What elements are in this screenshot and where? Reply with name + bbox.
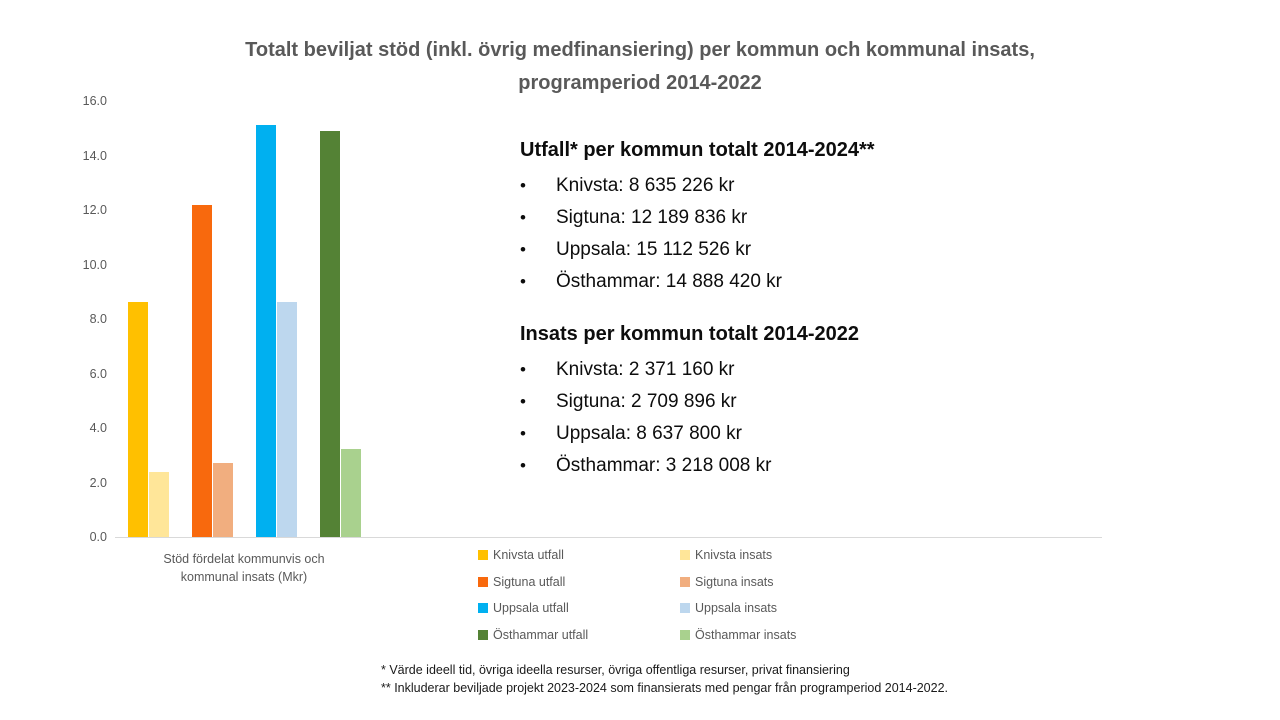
bullet-icon: • (520, 360, 526, 379)
list-item-text: Knivsta: 8 635 226 kr (556, 175, 735, 196)
x-axis-label: Stöd fördelat kommunvis och kommunal ins… (113, 550, 375, 586)
legend-label: Östhammar insats (695, 627, 797, 642)
insats-heading: Insats per kommun totalt 2014-2022 (520, 323, 860, 345)
legend-label: Knivsta insats (695, 548, 773, 562)
insats-list: • Knivsta: 2 371 160 kr • Sigtuna: 2 709 89… (520, 354, 1020, 482)
chart-title: Totalt beviljat stöd (inkl. övrig medfin… (0, 34, 1280, 100)
bullet-icon: • (520, 208, 526, 227)
y-tick-label-16-0: 16.0 (82, 94, 107, 108)
legend-item-osthammar-utfall: Östhammar utfall (478, 628, 588, 642)
legend-item-knivsta-insats: Knivsta insats (680, 548, 772, 562)
legend-label: Uppsala insats (695, 601, 777, 616)
legend-swatch-icon (478, 629, 488, 640)
legend-item-uppsala-utfall: Uppsala utfall (478, 601, 569, 615)
bullet-icon: • (520, 392, 526, 411)
list-item: • Knivsta: 2 371 160 kr (520, 354, 1020, 386)
list-item-text: Knivsta: 2 371 160 kr (556, 359, 735, 380)
list-item-text: Uppsala: 15 112 526 kr (556, 239, 752, 260)
list-item: • Sigtuna: 12 189 836 kr (520, 202, 1020, 234)
x-axis-line (115, 537, 1102, 538)
insats-panel: Insats per kommun totalt 2014-2022 • Kniv… (520, 321, 1020, 482)
bar-osthammar-utfall (320, 131, 340, 537)
footnotes: * Värde ideell tid, övriga ideella resur… (381, 662, 1101, 697)
x-axis-label-line1: Stöd fördelat kommunvis och (163, 552, 325, 566)
chart-title-line2: programperiod 2014-2022 (518, 72, 762, 94)
bar-uppsala-utfall (256, 125, 276, 537)
list-item: • Uppsala: 15 112 526 kr (520, 234, 1020, 266)
bullet-icon: • (520, 176, 526, 195)
bar-knivsta-utfall (128, 301, 148, 537)
legend-swatch-icon (478, 576, 488, 587)
y-tick-label-8-0: 8.0 (89, 312, 107, 326)
bullet-icon: • (520, 456, 526, 475)
legend-swatch-icon (680, 603, 690, 614)
footnote-1: * Värde ideell tid, övriga ideella resur… (381, 663, 850, 677)
footnote-2: ** Inkluderar beviljade projekt 2023-202… (381, 680, 949, 695)
legend-label: Sigtuna insats (695, 574, 774, 589)
bar-sigtuna-utfall (192, 204, 212, 537)
list-item-text: Sigtuna: 2 709 896 kr (556, 391, 737, 412)
legend-item-sigtuna-insats: Sigtuna insats (680, 575, 774, 589)
legend-item-osthammar-insats: Östhammar insats (680, 628, 796, 642)
legend-swatch-icon (680, 629, 690, 640)
legend-item-sigtuna-utfall: Sigtuna utfall (478, 575, 565, 589)
legend-swatch-icon (478, 603, 488, 614)
x-axis-label-line2: kommunal insats (Mkr) (180, 570, 308, 584)
utfall-heading: Utfall* per kommun totalt 2014-2024** (520, 139, 875, 161)
list-item: • Knivsta: 8 635 226 kr (520, 170, 1020, 202)
legend-swatch-icon (680, 550, 690, 560)
list-item-text: Östhammar: 14 888 420 kr (556, 271, 782, 292)
legend-swatch-icon (478, 550, 488, 560)
list-item-text: Östhammar: 3 218 008 kr (556, 455, 772, 476)
bar-knivsta-insats (149, 472, 169, 537)
legend-label: Uppsala utfall (493, 601, 569, 616)
legend-item-uppsala-insats: Uppsala insats (680, 601, 777, 615)
y-tick-label-2-0: 2.0 (89, 475, 107, 490)
y-tick-label-10-0: 10.0 (82, 257, 107, 272)
list-item: • Östhammar: 14 888 420 kr (520, 266, 1020, 298)
utfall-list: • Knivsta: 8 635 226 kr • Sigtuna: 12 189 8… (520, 170, 1020, 298)
list-item: • Sigtuna: 2 709 896 kr (520, 386, 1020, 418)
bar-sigtuna-insats (213, 463, 233, 537)
bar-uppsala-insats (277, 301, 297, 537)
legend-label: Sigtuna utfall (493, 574, 566, 589)
y-tick-label-0-0: 0.0 (89, 530, 107, 544)
legend-item-knivsta-utfall: Knivsta utfall (478, 548, 564, 562)
bar-osthammar-insats (341, 449, 361, 537)
legend-label: Knivsta utfall (493, 548, 564, 562)
y-tick-label-4-0: 4.0 (89, 421, 107, 435)
y-tick-label-14-0: 14.0 (82, 148, 107, 163)
chart-title-line1: Totalt beviljat stöd (inkl. övrig medfin… (245, 39, 1035, 61)
list-item-text: Sigtuna: 12 189 836 kr (556, 207, 748, 228)
y-tick-label-6-0: 6.0 (89, 366, 107, 381)
bullet-icon: • (520, 240, 526, 259)
legend-label: Östhammar utfall (493, 627, 589, 642)
bullet-icon: • (520, 424, 526, 443)
utfall-panel: Utfall* per kommun totalt 2014-2024** • K… (520, 137, 1020, 298)
y-tick-label-12-0: 12.0 (82, 203, 107, 217)
list-item: • Östhammar: 3 218 008 kr (520, 450, 1020, 482)
list-item: • Uppsala: 8 637 800 kr (520, 418, 1020, 450)
legend-swatch-icon (680, 576, 690, 587)
bullet-icon: • (520, 272, 526, 291)
list-item-text: Uppsala: 8 637 800 kr (556, 423, 742, 444)
